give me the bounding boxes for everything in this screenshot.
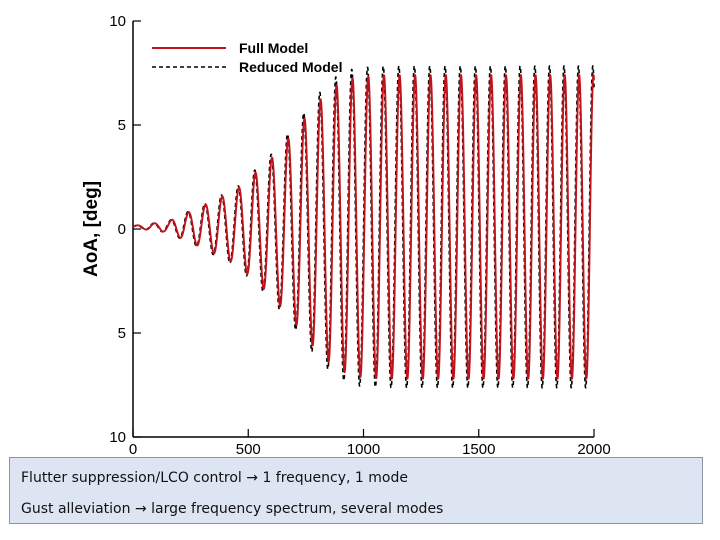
axes: 10 5 0 5 10 0 500 1000 1500 2000: [109, 13, 610, 458]
note-gust-alleviation: Gust alleviation → large frequency spect…: [21, 501, 444, 517]
series-line-full-model: [132, 74, 595, 380]
x-tick-label: 1000: [347, 441, 380, 458]
y-tick-label: 5: [118, 117, 126, 134]
y-tick-label: 10: [109, 429, 126, 446]
y-tick-label: 5: [118, 325, 126, 342]
x-tick-label: 2000: [577, 441, 610, 458]
legend-label: Full Model: [239, 40, 308, 56]
x-tick-label: 0: [129, 441, 137, 458]
y-tick-label: 10: [109, 13, 126, 30]
notes-box: Flutter suppression/LCO control → 1 freq…: [9, 457, 703, 524]
y-ticks: 10 5 0 5 10: [109, 13, 141, 446]
note-flutter-suppression: Flutter suppression/LCO control → 1 freq…: [21, 470, 408, 486]
x-tick-label: 1500: [462, 441, 495, 458]
x-tick-label: 500: [236, 441, 261, 458]
series-layer: [132, 65, 595, 389]
x-ticks: 0 500 1000 1500 2000: [129, 429, 611, 458]
legend-label: Reduced Model: [239, 59, 342, 75]
y-tick-label: 0: [118, 221, 126, 238]
y-axis-label: AoA, [deg]: [81, 181, 102, 277]
legend: Full Model Reduced Model: [152, 40, 342, 75]
